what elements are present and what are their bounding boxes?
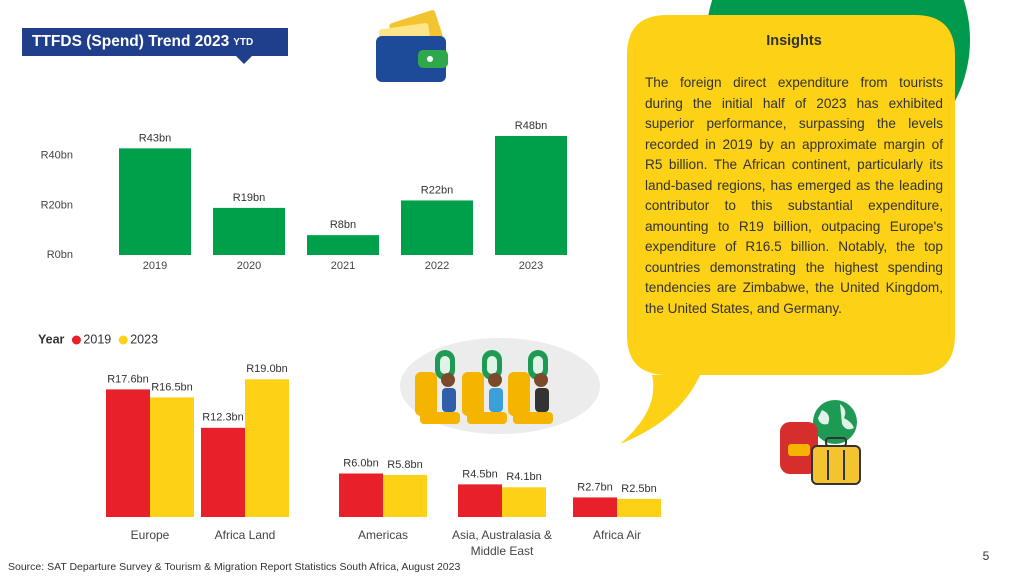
y-tick-label: R0bn xyxy=(47,249,73,261)
header-title-main: TTFDS (Spend) Trend 2023 xyxy=(32,33,230,50)
value-label: R19.0bn xyxy=(246,363,288,375)
bar xyxy=(495,135,567,255)
value-label: R2.7bn xyxy=(577,481,612,493)
x-tick-label: 2022 xyxy=(425,260,449,272)
y-tick-label: R20bn xyxy=(41,199,73,211)
wallet-icon xyxy=(376,10,448,82)
x-tick-label: 2019 xyxy=(143,260,167,272)
header-tag: YTD xyxy=(233,37,253,48)
x-tick-label: 2020 xyxy=(237,260,261,272)
value-label: R2.5bn xyxy=(621,483,656,495)
insights-bubble xyxy=(620,15,955,444)
value-label: R17.6bn xyxy=(107,373,149,385)
x-tick-label: 2021 xyxy=(331,260,355,272)
x-tick-label: Asia, Australasia & Middle East xyxy=(451,528,553,558)
value-label: R19bn xyxy=(233,192,265,204)
legend-title: Year xyxy=(38,332,65,346)
header-pointer xyxy=(236,56,252,64)
x-tick-label: Africa Land xyxy=(214,528,276,542)
bar xyxy=(119,148,191,255)
x-tick-label: Europe xyxy=(130,528,170,542)
bar xyxy=(458,484,502,517)
bar xyxy=(573,497,617,517)
x-tick-label: Africa Air xyxy=(592,528,641,542)
y-tick-label: R40bn xyxy=(41,150,73,162)
bar xyxy=(201,427,245,517)
value-label: R16.5bn xyxy=(151,381,193,393)
header-box xyxy=(22,28,288,56)
bar xyxy=(150,397,194,517)
legend-swatch xyxy=(118,335,128,345)
bar xyxy=(502,487,546,517)
source: Source: SAT Departure Survey & Tourism &… xyxy=(8,561,460,573)
x-tick-label: Americas xyxy=(357,528,408,542)
bar xyxy=(383,474,427,517)
header-title: TTFDS (Spend) Trend 2023 YTD xyxy=(32,33,253,50)
insights-title: Insights xyxy=(766,33,822,49)
value-label: R6.0bn xyxy=(343,457,378,469)
legend-swatch xyxy=(71,335,81,345)
value-label: R4.5bn xyxy=(462,468,497,480)
value-label: R12.3bn xyxy=(202,412,244,424)
insights-text: The foreign direct expenditure from tour… xyxy=(645,75,943,316)
value-label: R43bn xyxy=(139,132,171,144)
bar xyxy=(307,235,379,255)
luggage-icon xyxy=(780,400,861,485)
value-label: R48bn xyxy=(515,120,547,132)
bar xyxy=(617,498,661,517)
value-label: R4.1bn xyxy=(506,471,541,483)
page-number: 5 xyxy=(983,549,990,563)
value-label: R22bn xyxy=(421,184,453,196)
bar xyxy=(245,379,289,517)
bar xyxy=(213,207,285,255)
airplane-illustration xyxy=(400,338,600,434)
x-tick-label: 2023 xyxy=(519,260,543,272)
bar xyxy=(401,200,473,255)
bar xyxy=(106,389,150,517)
bar xyxy=(339,473,383,517)
legend-label: 2019 xyxy=(83,332,111,346)
value-label: R8bn xyxy=(330,219,356,231)
legend-label: 2023 xyxy=(130,332,158,346)
value-label: R5.8bn xyxy=(387,459,422,471)
